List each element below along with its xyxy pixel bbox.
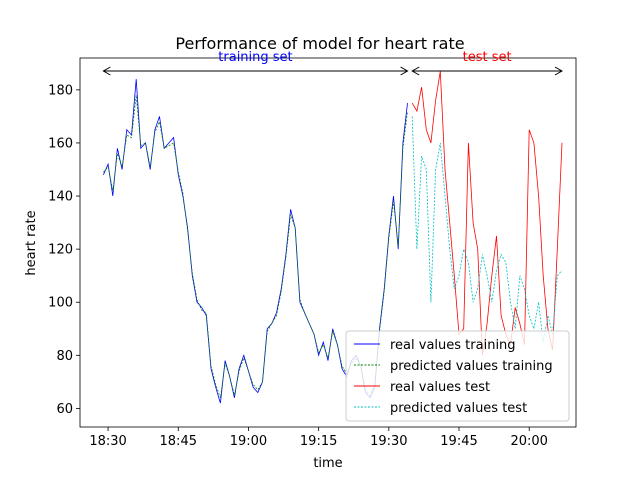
x-tick-label: 19:00: [230, 434, 267, 449]
training-set-arrowhead-left: [102, 66, 111, 76]
legend: real values training predicted values tra…: [345, 330, 570, 422]
legend-box: [345, 330, 570, 422]
y-tick-label: 60: [56, 402, 73, 417]
x-tick-label: 18:45: [160, 434, 197, 449]
x-tick-label: 18:30: [89, 434, 126, 449]
x-axis-label: time: [313, 456, 342, 471]
x-tick-label: 19:30: [370, 434, 407, 449]
y-tick-label: 120: [48, 243, 73, 258]
legend-entry: real values test: [390, 380, 490, 395]
y-tick-label: 100: [48, 296, 73, 311]
chart-title: Performance of model for heart rate: [175, 34, 464, 53]
test-set-arrowhead-left: [411, 66, 420, 76]
legend-entry: predicted values test: [390, 401, 527, 416]
test-set-arrowhead-right: [554, 66, 563, 76]
test-set-label: test set: [463, 50, 512, 65]
y-tick-label: 80: [56, 349, 73, 364]
training-set-label: training set: [218, 50, 292, 65]
training-set-arrowhead-right: [400, 66, 409, 76]
x-tick-label: 19:45: [440, 434, 477, 449]
x-tick-label: 19:15: [300, 434, 337, 449]
axes-frame: [79, 57, 577, 428]
y-tick-label: 160: [48, 136, 73, 151]
series-line-4: [411, 116, 563, 343]
series-line-3: [411, 71, 563, 356]
legend-entry: predicted values training: [390, 359, 553, 374]
legend-entry: real values training: [390, 338, 516, 353]
annotations: training set test set: [102, 50, 563, 76]
x-tick-label: 20:00: [510, 434, 547, 449]
y-tick-label: 180: [48, 83, 73, 98]
axes: 18:30 18:45 19:00 19:15 19:30 19:45 20:00 60 80 1…: [48, 57, 577, 449]
y-tick-label: 140: [48, 190, 73, 205]
y-axis-label: heart rate: [24, 210, 39, 275]
